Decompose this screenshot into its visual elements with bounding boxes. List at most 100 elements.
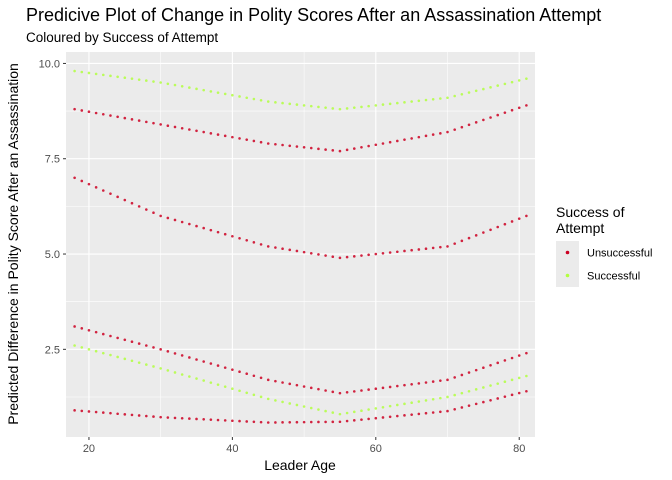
- point-unsuccessful: [381, 386, 385, 390]
- point-successful: [295, 103, 299, 106]
- point-unsuccessful: [417, 248, 421, 251]
- point-unsuccessful: [345, 390, 349, 394]
- point-unsuccessful: [209, 132, 213, 135]
- point-unsuccessful: [94, 111, 98, 115]
- point-unsuccessful: [403, 249, 406, 253]
- point-unsuccessful: [474, 402, 478, 406]
- point-unsuccessful: [431, 411, 435, 414]
- point-successful: [231, 387, 234, 391]
- point-unsuccessful: [295, 249, 299, 253]
- point-unsuccessful: [360, 146, 363, 149]
- point-successful: [274, 399, 277, 402]
- point-successful: [453, 94, 456, 98]
- point-unsuccessful: [388, 415, 392, 419]
- point-unsuccessful: [202, 418, 205, 421]
- point-unsuccessful: [403, 414, 406, 417]
- point-unsuccessful: [410, 248, 413, 252]
- point-successful: [517, 79, 521, 82]
- point-successful: [238, 389, 241, 393]
- point-successful: [503, 82, 507, 86]
- point-unsuccessful: [525, 214, 528, 218]
- point-unsuccessful: [331, 420, 335, 424]
- point-unsuccessful: [101, 189, 105, 192]
- point-successful: [352, 106, 356, 109]
- point-unsuccessful: [101, 411, 105, 414]
- point-unsuccessful: [137, 205, 141, 208]
- point-unsuccessful: [116, 412, 119, 416]
- point-unsuccessful: [202, 360, 205, 363]
- point-unsuccessful: [367, 253, 370, 257]
- point-unsuccessful: [489, 398, 492, 402]
- point-unsuccessful: [123, 116, 127, 120]
- point-unsuccessful: [302, 385, 306, 388]
- point-unsuccessful: [274, 246, 277, 249]
- point-successful: [80, 346, 84, 349]
- point-successful: [439, 396, 442, 400]
- point-unsuccessful: [123, 413, 127, 416]
- point-successful: [381, 405, 385, 409]
- point-unsuccessful: [152, 415, 155, 418]
- point-successful: [109, 353, 112, 357]
- point-successful: [525, 77, 528, 80]
- point-successful: [302, 405, 306, 408]
- point-successful: [145, 79, 148, 82]
- point-successful: [152, 80, 155, 83]
- point-unsuccessful: [295, 383, 299, 387]
- point-unsuccessful: [266, 245, 270, 248]
- point-unsuccessful: [195, 129, 198, 133]
- point-successful: [259, 395, 263, 399]
- point-unsuccessful: [116, 336, 119, 340]
- point-unsuccessful: [352, 390, 356, 393]
- point-successful: [317, 408, 320, 411]
- point-unsuccessful: [324, 254, 327, 257]
- point-unsuccessful: [460, 239, 464, 243]
- chart-subtitle: Coloured by Success of Attempt: [26, 30, 218, 45]
- point-successful: [87, 348, 91, 351]
- point-unsuccessful: [489, 116, 492, 119]
- point-successful: [295, 403, 299, 407]
- point-unsuccessful: [166, 124, 170, 127]
- point-unsuccessful: [80, 179, 84, 183]
- point-unsuccessful: [281, 381, 284, 384]
- point-unsuccessful: [288, 144, 292, 148]
- point-successful: [87, 71, 91, 75]
- point-unsuccessful: [338, 256, 342, 260]
- point-unsuccessful: [489, 363, 492, 367]
- x-tick-label: 60: [370, 443, 382, 455]
- point-unsuccessful: [152, 211, 155, 215]
- point-unsuccessful: [159, 348, 162, 351]
- point-unsuccessful: [180, 416, 184, 420]
- point-successful: [388, 102, 392, 106]
- point-successful: [123, 76, 127, 80]
- point-unsuccessful: [525, 351, 528, 355]
- point-successful: [173, 83, 177, 87]
- point-unsuccessful: [496, 361, 500, 365]
- point-unsuccessful: [396, 384, 399, 388]
- point-unsuccessful: [388, 251, 392, 254]
- point-unsuccessful: [352, 147, 356, 150]
- point-unsuccessful: [223, 366, 227, 369]
- point-unsuccessful: [439, 132, 442, 135]
- point-successful: [331, 411, 335, 414]
- point-unsuccessful: [295, 420, 299, 424]
- point-successful: [410, 100, 413, 103]
- y-axis-ticks: 2.5 5.0 7.5 10.0: [39, 58, 66, 356]
- chart-title: Predicive Plot of Change in Polity Score…: [26, 5, 601, 25]
- point-unsuccessful: [317, 387, 320, 391]
- point-unsuccessful: [223, 232, 227, 236]
- point-unsuccessful: [417, 412, 421, 416]
- point-successful: [281, 101, 284, 105]
- point-unsuccessful: [467, 371, 471, 374]
- point-unsuccessful: [482, 118, 485, 122]
- point-unsuccessful: [73, 409, 76, 412]
- point-successful: [209, 381, 213, 384]
- point-unsuccessful: [302, 420, 306, 424]
- point-unsuccessful: [410, 137, 413, 140]
- point-successful: [130, 359, 134, 363]
- point-successful: [424, 98, 428, 102]
- point-successful: [281, 400, 284, 404]
- point-unsuccessful: [166, 216, 170, 220]
- y-tick-label: 10.0: [39, 58, 60, 70]
- point-unsuccessful: [245, 372, 249, 376]
- point-successful: [460, 391, 464, 395]
